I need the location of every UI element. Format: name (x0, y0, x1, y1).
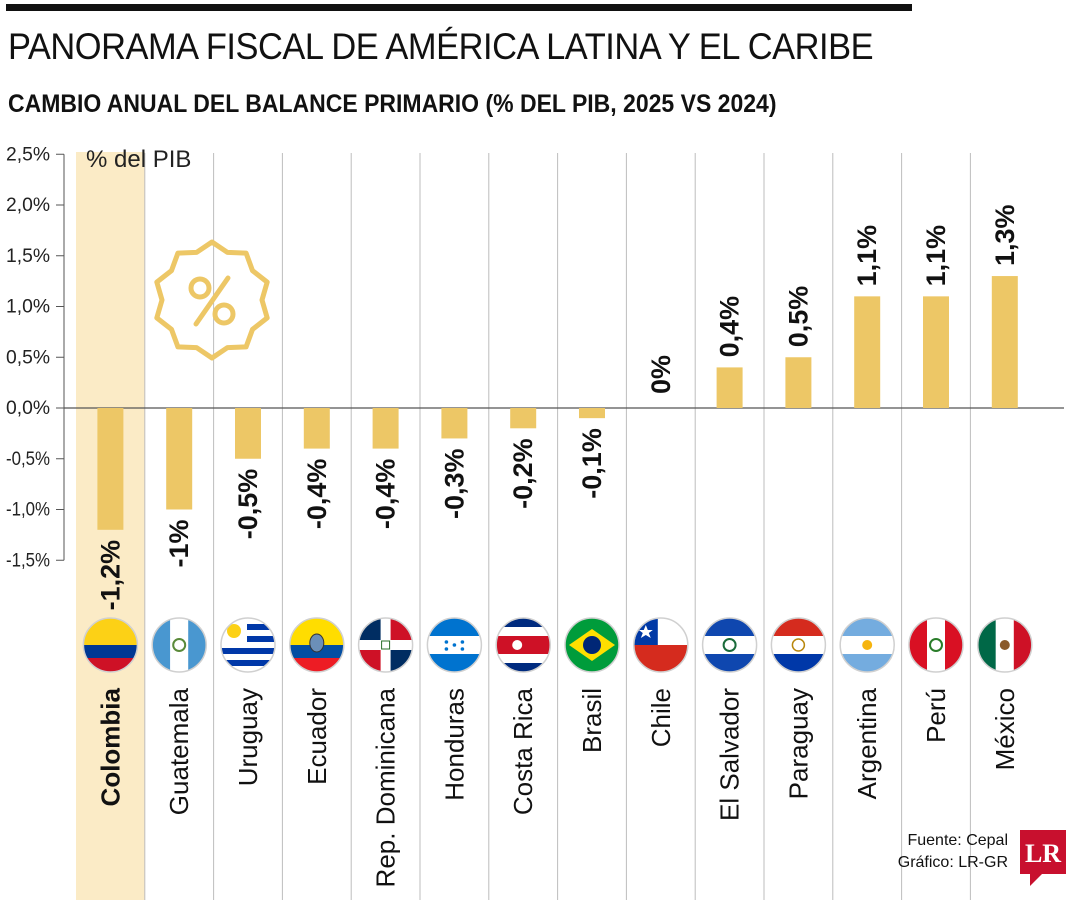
graphic-credit: Gráfico: LR-GR (897, 854, 1008, 871)
colombia-flag-icon (82, 617, 139, 673)
category-label: Perú (921, 688, 951, 743)
uruguay-flag-icon (220, 617, 276, 673)
svg-text:LR: LR (1025, 839, 1061, 868)
value-label: -0,3% (439, 448, 469, 519)
y-tick-label: 0,5% (6, 347, 50, 368)
ecuador-flag-icon (289, 617, 345, 673)
mexico-flag-icon (977, 617, 1033, 673)
value-label: 0,4% (715, 296, 745, 358)
bar-costa-rica (510, 408, 537, 429)
bar-dominican-republic (372, 408, 399, 449)
value-label: 1,3% (990, 205, 1020, 267)
percent-badge-icon (154, 239, 270, 361)
source-label: Fuente: Cepal (907, 832, 1008, 849)
value-label: -0,5% (233, 469, 263, 540)
bar-ecuador (303, 408, 330, 449)
bar-peru (923, 296, 949, 408)
y-tick-label: 2,0% (6, 195, 50, 216)
value-label: -0,4% (302, 459, 332, 530)
value-label: -1% (164, 520, 194, 568)
y-tick-label: 0,0% (6, 398, 50, 419)
value-label: 0,5% (783, 286, 813, 348)
value-label: 0% (646, 355, 676, 394)
bar-guatemala (166, 408, 193, 510)
top-rule (6, 4, 912, 11)
bar-honduras (441, 408, 468, 439)
bar-mexico (991, 276, 1018, 408)
guatemala-flag-icon (151, 617, 207, 673)
y-tick-label: -1,5% (6, 550, 50, 571)
y-tick-label: -1,0% (6, 500, 50, 521)
bar-el-salvador (716, 367, 743, 408)
value-label: 1,1% (852, 225, 882, 287)
peru-flag-icon (908, 617, 964, 673)
credits: Fuente: Cepal Gráfico: LR-GR (898, 830, 1008, 874)
value-label: -0,1% (577, 428, 607, 499)
category-label: Paraguay (783, 688, 813, 799)
argentina-flag-icon (839, 617, 895, 673)
value-label: -0,2% (508, 438, 538, 509)
bar-colombia (97, 408, 124, 530)
chart-subtitle: CAMBIO ANUAL DEL BALANCE PRIMARIO (% DEL… (8, 90, 777, 118)
category-label: Ecuador (302, 688, 332, 785)
category-label: Uruguay (233, 688, 263, 786)
chile-flag-icon (633, 617, 689, 673)
value-label: -0,4% (371, 459, 401, 530)
y-tick-label: 1,0% (6, 297, 50, 318)
category-label: Rep. Dominicana (371, 687, 401, 887)
bar-argentina (854, 296, 881, 408)
bar-brazil (579, 408, 605, 419)
bar-uruguay (235, 408, 261, 459)
paraguay-flag-icon (770, 617, 827, 673)
bar-paraguay (785, 357, 812, 408)
category-label: México (990, 688, 1020, 770)
category-label: Argentina (852, 687, 882, 799)
category-label: Guatemala (164, 687, 194, 815)
category-label: Honduras (439, 688, 469, 801)
category-label: Colombia (95, 687, 125, 806)
lr-logo-icon: LR (1020, 830, 1066, 886)
value-label: -1,2% (95, 540, 125, 611)
dominican-republic-flag-icon (357, 617, 414, 673)
costa-rica-flag-icon (495, 617, 551, 673)
category-label: Costa Rica (508, 687, 538, 815)
chart-title: PANORAMA FISCAL DE AMÉRICA LATINA Y EL C… (8, 26, 874, 67)
y-axis-label: % del PIB (86, 146, 191, 173)
category-label: Brasil (577, 688, 607, 753)
honduras-flag-icon (426, 617, 483, 673)
value-label: 1,1% (921, 225, 951, 287)
y-tick-label: 2,5% (6, 144, 50, 165)
category-label: El Salvador (715, 688, 745, 821)
y-tick-label: -0,5% (6, 449, 50, 470)
y-tick-label: 1,5% (6, 246, 50, 267)
category-label: Chile (646, 688, 676, 747)
brazil-flag-icon (564, 617, 620, 673)
el-salvador-flag-icon (701, 617, 758, 673)
